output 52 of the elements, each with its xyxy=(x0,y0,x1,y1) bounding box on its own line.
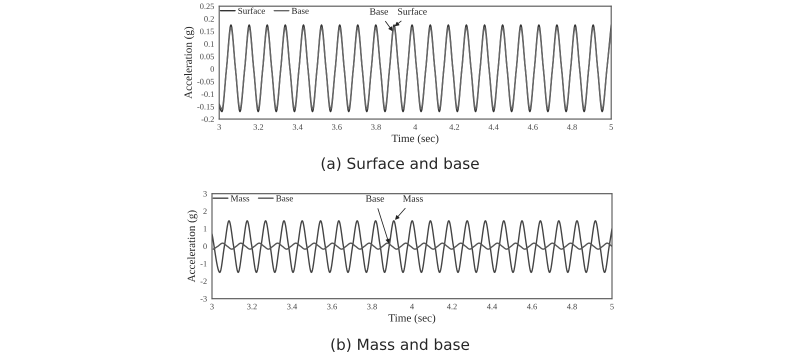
annotation: Mass xyxy=(403,195,423,202)
x-tick-label: 3.6 xyxy=(327,304,337,310)
annotation: Base xyxy=(366,195,384,202)
x-tick-label: 4.8 xyxy=(566,304,577,310)
y-tick-label: -0.2 xyxy=(201,116,214,122)
y-tick-label: 0 xyxy=(203,244,207,250)
legend-label: Base xyxy=(292,8,309,14)
annotation: Base xyxy=(370,8,388,15)
series-label: Surface xyxy=(238,7,265,14)
y-axis-title: Acceleration (g) xyxy=(184,26,194,99)
x-tick-label: 4.2 xyxy=(449,124,460,130)
y-tick-label: 0.1 xyxy=(204,41,214,47)
x-tick-label: 4.2 xyxy=(446,304,457,310)
y-tick-label: -1 xyxy=(200,261,207,267)
x-tick-label: 3 xyxy=(218,124,221,130)
x-tick-label: 3.2 xyxy=(254,124,264,130)
y-tick-label: -0.1 xyxy=(201,91,214,98)
y-tick-label: 1 xyxy=(204,226,207,232)
x-tick-label: 4 xyxy=(410,304,414,310)
x-tick-label: 3.8 xyxy=(371,124,381,130)
x-tick-label: 4 xyxy=(413,124,418,130)
y-tick-label: -3 xyxy=(200,296,207,302)
text: Mass xyxy=(230,195,250,202)
annotation: Surface xyxy=(398,8,427,15)
x-tick-label: 4.4 xyxy=(488,124,499,130)
x-tick-label: 4.4 xyxy=(486,304,498,310)
y-tick-label: 0.15 xyxy=(200,28,214,34)
x-tick-label: 3.4 xyxy=(292,124,303,130)
y-tick-label: -0.15 xyxy=(197,104,214,110)
x-tick-label: 5 xyxy=(610,304,614,310)
x-tick-label: 4.8 xyxy=(566,124,577,130)
y-tick-label: 2 xyxy=(203,208,207,214)
text: (a) Surface and base xyxy=(322,157,479,171)
x-tick-label: 3.2 xyxy=(247,304,257,310)
x-tick-label: 5 xyxy=(610,124,613,130)
x-tick-label: 3.4 xyxy=(287,304,298,310)
x-tick-label: 4.6 xyxy=(526,304,537,310)
y-tick-label: -2 xyxy=(200,278,207,284)
y-tick-label: 0 xyxy=(210,66,214,72)
legend-label: Base xyxy=(276,195,293,202)
x-tick-label: 3.8 xyxy=(367,304,377,310)
y-tick-label: 0.25 xyxy=(200,4,214,10)
y-tick-label: 0.05 xyxy=(200,54,214,60)
x-tick-label: 4.6 xyxy=(528,124,538,130)
y-tick-label: -0.05 xyxy=(197,78,214,84)
y-tick-label: 0.2 xyxy=(204,16,214,22)
x-axis-title: Time (sec) xyxy=(388,314,436,324)
y-axis-title: Acceleration (g) xyxy=(187,210,198,282)
x-axis-title: Time (sec) xyxy=(392,134,438,144)
text: (b) Mass and base xyxy=(331,338,470,352)
y-tick-label: 3 xyxy=(203,191,207,197)
x-tick-label: 3.6 xyxy=(332,124,342,130)
